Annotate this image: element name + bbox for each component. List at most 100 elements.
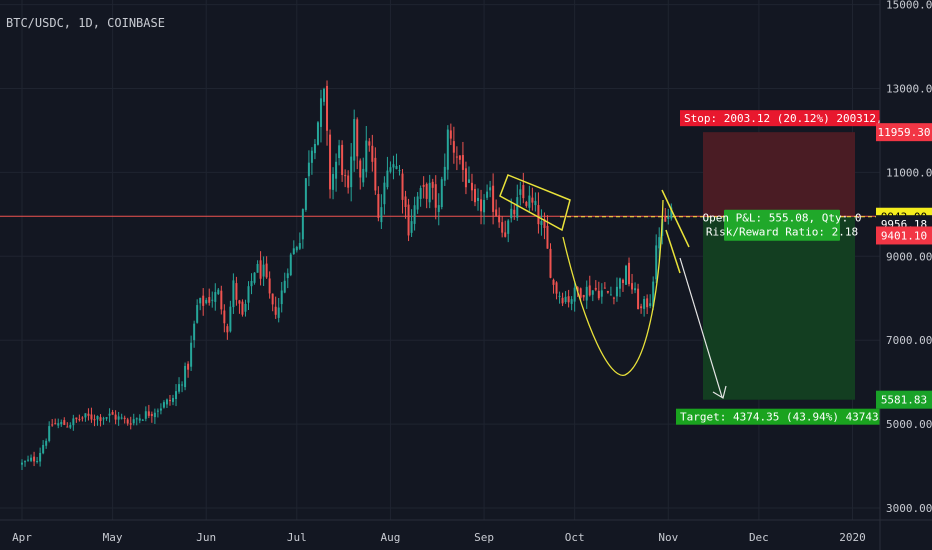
candle-body — [646, 298, 649, 308]
candle-body — [389, 167, 392, 172]
candle-body — [591, 290, 594, 295]
candle-body — [353, 119, 356, 161]
candle-body — [144, 411, 147, 419]
price-tick-label: 15000.00 — [886, 0, 932, 12]
rounded-bottom-curve[interactable] — [562, 199, 664, 376]
candle-body — [196, 305, 199, 323]
candle-body — [295, 246, 298, 251]
candle-body — [371, 145, 374, 162]
candle-body — [175, 391, 178, 399]
candle-body — [344, 175, 347, 177]
price-badge-label: 11959.30 — [878, 126, 931, 139]
stop-label-box — [680, 110, 880, 127]
candle-body — [377, 193, 380, 218]
candle-body — [625, 265, 627, 285]
candle-body — [664, 216, 667, 222]
candle-body — [579, 288, 582, 298]
candle-body — [283, 280, 286, 293]
candle-body — [573, 287, 576, 302]
price-axis[interactable] — [880, 0, 932, 550]
bull-flag-channel[interactable] — [499, 174, 571, 232]
candle-body — [407, 204, 410, 236]
rising-wedge-line-lower[interactable] — [665, 229, 681, 274]
time-tick-label: Oct — [565, 531, 585, 544]
candle-body — [374, 157, 377, 191]
candle-body — [631, 283, 634, 290]
candle-body — [274, 306, 277, 315]
candle-body — [416, 196, 419, 210]
candle-body — [271, 293, 274, 305]
candle-body — [546, 225, 549, 249]
candle-body — [489, 187, 492, 191]
candle-body — [338, 145, 341, 159]
price-badge — [876, 390, 932, 409]
candle-body — [172, 398, 174, 402]
down-projection-arrow[interactable] — [679, 257, 723, 398]
candle-body — [362, 168, 365, 183]
candle-body — [612, 297, 615, 299]
candle-body — [244, 303, 247, 312]
candle-body — [280, 290, 283, 305]
candle-body — [48, 426, 51, 441]
take-profit-zone[interactable] — [703, 216, 855, 400]
candle-body — [114, 414, 117, 420]
candle-body — [567, 296, 570, 303]
candle-body — [597, 290, 600, 299]
symbol-title[interactable]: BTC/USDC, 1D, COINBASE — [6, 16, 165, 30]
candle-body — [147, 411, 150, 416]
rising-wedge-line-upper[interactable] — [661, 189, 690, 248]
candle-body — [492, 185, 495, 212]
candle-body — [615, 286, 618, 297]
candle-body — [150, 414, 153, 416]
candle-body — [235, 283, 238, 300]
candle-body — [537, 205, 540, 225]
pnl-label-box — [724, 209, 840, 241]
drawing-tools[interactable] — [499, 174, 727, 399]
candle-body — [425, 183, 428, 199]
candle-body — [24, 461, 27, 463]
candle-body — [522, 185, 525, 199]
candle-body — [543, 219, 546, 228]
arrow-head-icon — [712, 385, 727, 399]
candle-body — [135, 418, 138, 420]
candle-body — [229, 306, 232, 332]
candle-body — [658, 237, 661, 249]
candle-body — [570, 299, 573, 304]
stop-loss-zone[interactable] — [703, 132, 855, 217]
candle-body — [585, 286, 588, 301]
candle-body — [268, 278, 271, 294]
candle-body — [561, 297, 564, 304]
candle-body — [609, 294, 612, 296]
candle-body — [452, 141, 455, 153]
candle-body — [108, 413, 111, 416]
risk-reward-label: Risk/Reward Ratio: 2.18 — [706, 226, 858, 239]
candle-body — [187, 363, 190, 370]
time-tick-label: Apr — [12, 531, 32, 544]
candle-body — [498, 215, 501, 223]
price-badge-label: 9401.10 — [881, 229, 927, 242]
candle-body — [467, 179, 470, 183]
price-tick-label: 9000.00 — [886, 250, 932, 263]
target-label: Target: 4374.35 (43.94%) 437435, Amount:… — [680, 411, 932, 424]
candle-body — [347, 175, 350, 188]
candlestick-series — [21, 80, 673, 470]
candle-body — [449, 130, 452, 139]
candle-body — [190, 342, 193, 367]
time-axis[interactable] — [0, 520, 932, 550]
candle-body — [395, 166, 398, 170]
candle-body — [159, 408, 162, 411]
candle-body — [93, 419, 96, 421]
candle-body — [181, 384, 184, 386]
candle-body — [138, 418, 141, 421]
price-badge — [876, 226, 932, 245]
candle-body — [368, 141, 371, 146]
candle-body — [606, 290, 609, 293]
candle-body — [323, 88, 325, 102]
candle-body — [652, 281, 655, 307]
candle-body — [534, 200, 537, 206]
candle-body — [42, 444, 45, 454]
candle-body — [307, 162, 310, 177]
